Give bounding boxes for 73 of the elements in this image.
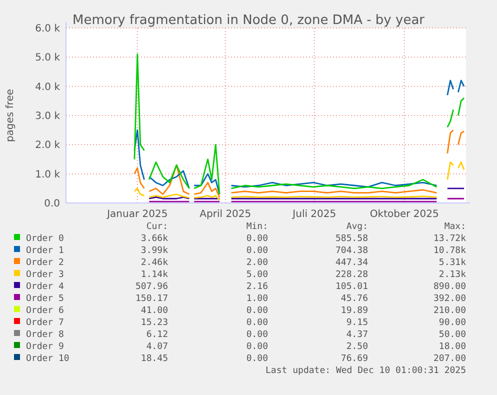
- text: Min:: [246, 222, 268, 232]
- y-tick-label: 0.0: [44, 198, 60, 210]
- legend-label: Order 6: [26, 306, 64, 316]
- legend-label: Order 1: [26, 246, 64, 256]
- text: 0.00: [246, 342, 268, 352]
- x-tick-label: Juli 2025: [292, 209, 336, 220]
- text: Max:: [444, 222, 466, 232]
- text: 392.00: [433, 294, 466, 304]
- y-tick-label: 2.0 k: [35, 140, 60, 152]
- text: 585.58: [335, 234, 368, 244]
- text: 5.31k: [438, 258, 467, 268]
- text: 0.00: [246, 318, 268, 328]
- text: 2.00: [246, 258, 268, 268]
- text: 210.00: [433, 306, 466, 316]
- text: Avg:: [346, 222, 368, 232]
- legend-label: Order 5: [26, 294, 64, 304]
- text: 18.45: [140, 354, 168, 364]
- text: Cur:: [146, 222, 168, 232]
- y-tick-label: 6.0 k: [35, 24, 60, 34]
- text: 207.00: [433, 354, 466, 364]
- text: 890.00: [433, 282, 466, 292]
- text: Last update: Wed Dec 10 01:00:31 2025: [266, 366, 466, 376]
- text: 105.01: [335, 282, 368, 292]
- legend-label: Order 7: [26, 318, 64, 328]
- text: 1.00: [246, 294, 268, 304]
- text: 0.00: [246, 234, 268, 244]
- legend-label: Order 10: [26, 354, 70, 364]
- text: 3.66k: [140, 234, 169, 244]
- text: 9.15: [346, 318, 368, 328]
- y-tick-label: 4.0 k: [35, 82, 60, 93]
- text: 1.14k: [140, 270, 169, 280]
- text: 4.37: [346, 330, 368, 340]
- x-tick-label: Oktober 2025: [370, 209, 439, 220]
- text: 507.96: [135, 282, 168, 292]
- text: 13.72k: [433, 234, 467, 244]
- text: 0.00: [246, 306, 268, 316]
- text: 4.07: [146, 342, 168, 352]
- text: 0.00: [246, 330, 268, 340]
- text: 3.99k: [140, 246, 169, 256]
- text: 2.50: [346, 342, 368, 352]
- chart-title: Memory fragmentation in Node 0, zone DMA - by year: [72, 13, 426, 28]
- legend-label: Order 4: [26, 282, 64, 292]
- text: 5.00: [246, 270, 268, 280]
- legend-label: Order 9: [26, 342, 64, 352]
- text: 10.78k: [433, 246, 467, 256]
- text: 150.17: [135, 294, 168, 304]
- text: 76.69: [340, 354, 368, 364]
- legend-label: Order 8: [26, 330, 64, 340]
- y-tick-label: 5.0 k: [35, 52, 60, 64]
- y-tick-label: 3.0 k: [35, 111, 60, 122]
- text: 18.00: [438, 342, 466, 352]
- text: 2.46k: [140, 258, 169, 268]
- text: 15.23: [140, 318, 168, 328]
- legend-label: Order 3: [26, 270, 64, 280]
- text: 2.13k: [438, 270, 467, 280]
- text: 228.28: [335, 270, 368, 280]
- legend-label: Order 0: [26, 234, 64, 244]
- x-tick-label: April 2025: [200, 209, 252, 220]
- text: 41.00: [140, 306, 168, 316]
- y-tick-label: 1.0 k: [35, 169, 60, 180]
- text: 447.34: [335, 258, 368, 268]
- text: 0.00: [246, 246, 268, 256]
- text: 50.00: [438, 330, 466, 340]
- x-tick-label: Januar 2025: [106, 209, 168, 220]
- text: 90.00: [438, 318, 466, 328]
- legend-label: Order 2: [26, 258, 64, 268]
- text: 45.76: [340, 294, 368, 304]
- y-axis-title: pages free: [5, 88, 16, 142]
- text: 0.00: [246, 354, 268, 364]
- text: 19.89: [340, 306, 368, 316]
- text: 6.12: [146, 330, 168, 340]
- text: 2.16: [246, 282, 268, 292]
- text: 704.38: [335, 246, 368, 256]
